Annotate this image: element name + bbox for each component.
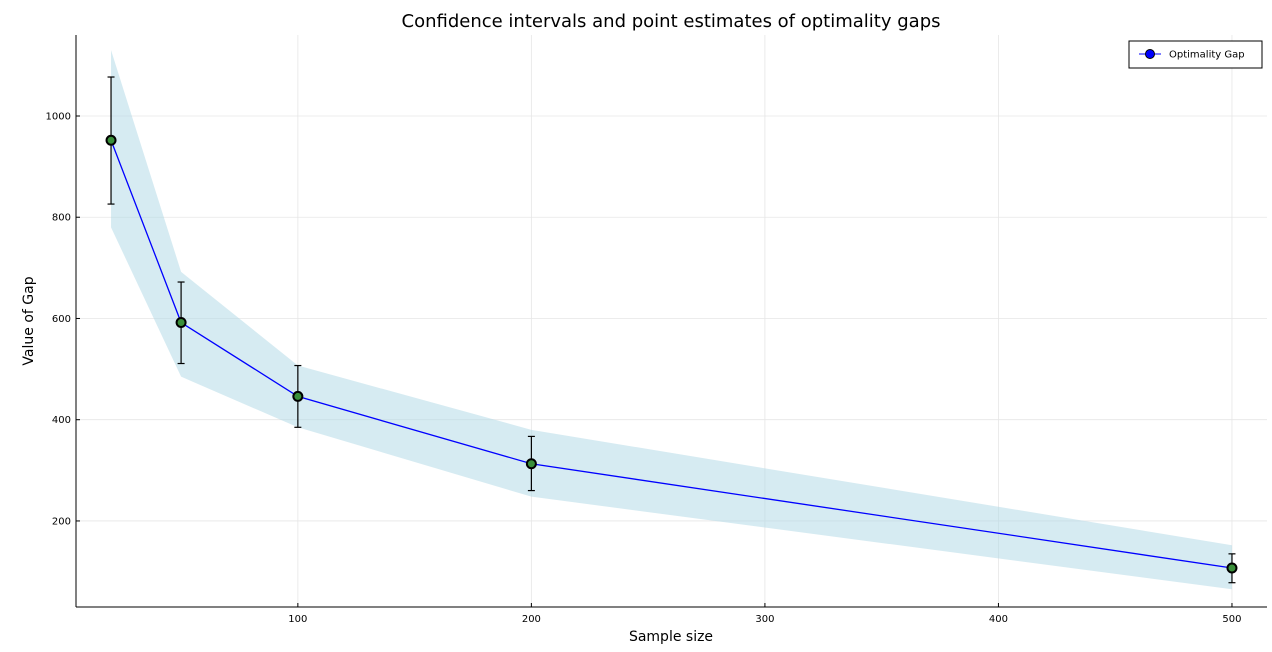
x-tick-label: 500 — [1222, 614, 1241, 625]
chart-title: Confidence intervals and point estimates… — [402, 11, 941, 32]
legend-marker — [1145, 49, 1155, 59]
y-axis-title: Value of Gap — [21, 276, 37, 365]
x-tick-label: 300 — [755, 614, 774, 625]
y-tick-label: 600 — [52, 314, 71, 325]
series — [105, 76, 1238, 584]
data-point — [105, 134, 117, 146]
x-tick-label: 200 — [522, 614, 541, 625]
x-tick-label: 400 — [989, 614, 1008, 625]
confidence-band — [111, 50, 1232, 590]
y-tick-label: 1000 — [46, 111, 71, 122]
y-tick-label: 400 — [52, 415, 71, 426]
x-axis-title: Sample size — [629, 629, 713, 645]
axes: 100 200 300 400 500 200 400 600 800 1000 — [46, 35, 1267, 625]
data-point — [292, 390, 304, 402]
y-tick-label: 200 — [52, 516, 71, 527]
legend: Optimality Gap — [1128, 40, 1263, 69]
y-tick-label: 800 — [52, 213, 71, 224]
data-point — [525, 458, 537, 470]
data-point — [1226, 562, 1238, 574]
legend-label: Optimality Gap — [1169, 50, 1245, 61]
x-tick-label: 100 — [288, 614, 307, 625]
grid — [76, 35, 1267, 607]
data-point — [175, 317, 187, 329]
